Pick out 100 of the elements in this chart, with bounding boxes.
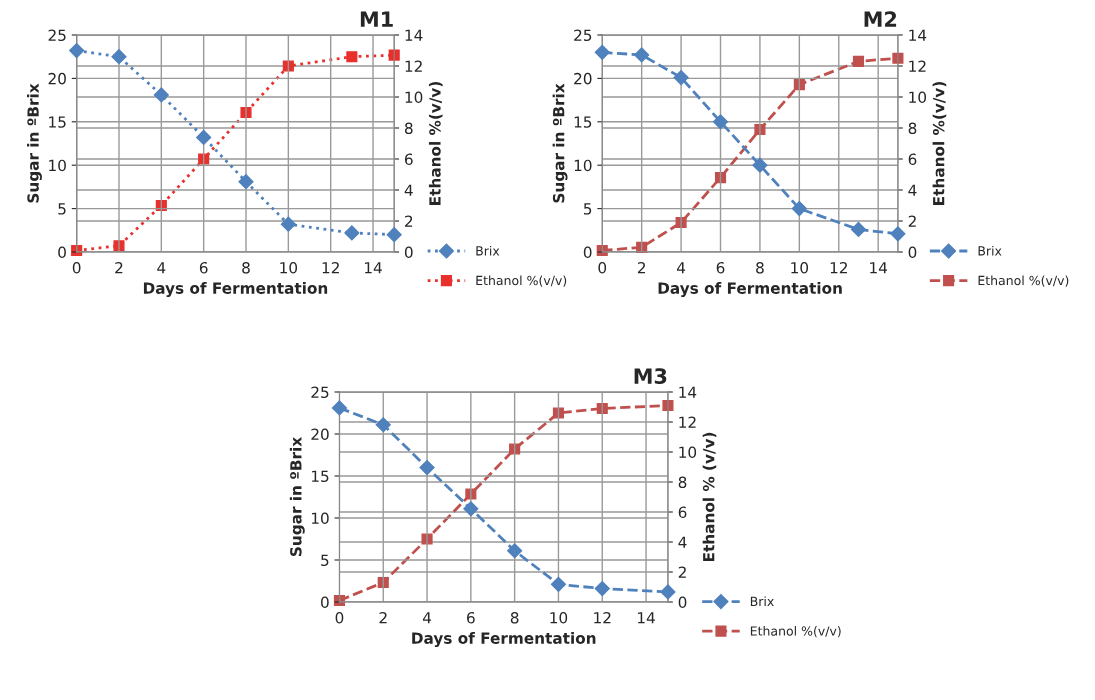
x-tick-label: 0: [598, 261, 607, 274]
point: [550, 576, 567, 592]
x-tick-label: 8: [756, 261, 764, 274]
point: [791, 201, 807, 217]
point: [344, 225, 360, 241]
point: [850, 221, 867, 238]
point: [793, 79, 805, 91]
y2-tick-label: 8: [908, 122, 917, 135]
y2-tick-label: 12: [405, 60, 422, 72]
y2-tick-label: 0: [678, 596, 687, 609]
y2-tick-label: 10: [405, 91, 423, 104]
point: [507, 543, 523, 559]
x-tick-label: 2: [379, 611, 387, 624]
y2-tick-label: 4: [404, 184, 413, 196]
legend-label: Ethanol %(v/v): [978, 275, 1069, 287]
point: [153, 87, 169, 103]
x-tick-label: 6: [716, 261, 725, 274]
y2-tick-label: 14: [405, 29, 423, 41]
x-axis-title: Days of Fermentation: [658, 282, 842, 297]
y2-tick-label: 14: [909, 29, 927, 41]
point: [852, 55, 865, 67]
chart-title: M3: [634, 368, 667, 384]
x-tick-label: 2: [637, 261, 645, 274]
y-tick-label: 5: [583, 203, 592, 215]
point: [196, 129, 212, 145]
y-tick-label: 15: [574, 116, 592, 128]
y-tick-label: 10: [574, 159, 592, 172]
y-tick-label: 25: [574, 29, 592, 42]
y2-tick-label: 2: [678, 566, 686, 578]
y2-tick-label: 0: [404, 246, 413, 259]
point: [111, 49, 127, 65]
chart-title: M1: [360, 11, 393, 27]
point: [596, 402, 608, 415]
point: [113, 240, 125, 252]
x-tick-label: 6: [199, 261, 208, 274]
x-tick-label: 10: [791, 261, 809, 274]
point: [714, 172, 727, 184]
y2-tick-label: 8: [678, 476, 687, 489]
point: [419, 460, 435, 476]
chart-title: M2: [864, 11, 897, 27]
x-tick-label: 12: [594, 611, 611, 624]
point: [552, 407, 565, 419]
y-tick-label: 20: [574, 72, 592, 85]
x-tick-label: 8: [510, 611, 519, 624]
point: [594, 580, 610, 597]
y-tick-label: 20: [48, 72, 66, 85]
y-tick-label: 10: [49, 159, 66, 172]
legend-label: Ethanol %(v/v): [750, 626, 841, 638]
x-tick-label: 14: [638, 612, 655, 624]
x-tick-label: 6: [467, 611, 475, 624]
x-axis-title: Days of Fermentation: [412, 632, 596, 647]
point: [198, 153, 210, 165]
y2-axis-title: Ethanol % (v/v): [702, 432, 717, 562]
y2-tick-label: 6: [678, 506, 687, 519]
y-tick-label: 10: [311, 512, 329, 525]
y-tick-label: 5: [58, 203, 66, 215]
y2-axis-title: Ethanol %(v/v): [428, 82, 443, 205]
x-axis-title: Days of Fermentation: [143, 282, 328, 297]
x-tick-label: 12: [322, 261, 339, 274]
x-tick-label: 14: [870, 262, 888, 274]
y2-tick-label: 8: [404, 122, 413, 135]
x-tick-label: 8: [242, 261, 250, 274]
point: [509, 443, 521, 455]
point: [752, 157, 768, 173]
x-tick-label: 4: [676, 262, 686, 274]
y2-axis-title: Ethanol %(v/v): [932, 82, 947, 205]
point: [377, 576, 389, 589]
point: [660, 584, 676, 600]
point: [69, 43, 85, 59]
point: [890, 226, 906, 242]
y-axis-title: Sugar in ºBrix: [289, 437, 305, 557]
x-tick-label: 14: [364, 262, 382, 274]
point: [662, 399, 674, 412]
x-tick-label: 12: [830, 261, 847, 274]
point: [634, 47, 650, 63]
point: [594, 44, 610, 60]
y2-tick-label: 4: [678, 536, 687, 548]
y-axis-title: Sugar in ºBrix: [552, 83, 568, 203]
y-tick-label: 0: [583, 246, 592, 259]
y-tick-label: 15: [311, 470, 329, 483]
point: [282, 60, 294, 72]
y2-tick-label: 12: [679, 416, 696, 428]
legend-label: Ethanol %(v/v): [476, 275, 567, 287]
y2-tick-label: 14: [679, 386, 697, 398]
y2-tick-label: 6: [908, 153, 917, 166]
legend-label: Brix: [750, 596, 774, 606]
x-tick-label: 10: [280, 261, 298, 274]
y-tick-label: 15: [49, 116, 66, 128]
y-tick-label: 5: [321, 554, 329, 567]
legend-label: Brix: [978, 245, 1002, 256]
point: [421, 533, 433, 545]
y2-tick-label: 2: [908, 215, 916, 227]
y-tick-label: 25: [48, 29, 66, 42]
y2-tick-label: 12: [909, 60, 926, 72]
x-tick-label: 0: [335, 611, 344, 624]
point: [375, 417, 391, 433]
x-tick-label: 10: [550, 611, 568, 624]
point: [331, 400, 348, 416]
y2-tick-label: 10: [909, 91, 927, 104]
point: [346, 51, 358, 63]
